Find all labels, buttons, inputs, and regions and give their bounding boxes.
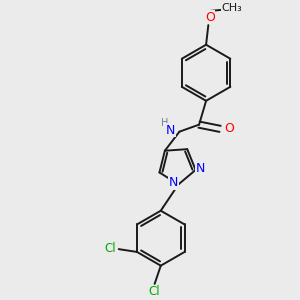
Text: O: O: [224, 122, 234, 135]
Text: Cl: Cl: [104, 242, 116, 255]
Text: O: O: [205, 11, 215, 24]
Text: CH₃: CH₃: [222, 3, 242, 13]
Text: N: N: [166, 124, 175, 137]
Text: Cl: Cl: [148, 285, 160, 298]
Text: H: H: [161, 118, 169, 128]
Text: N: N: [169, 176, 178, 190]
Text: N: N: [196, 162, 206, 175]
